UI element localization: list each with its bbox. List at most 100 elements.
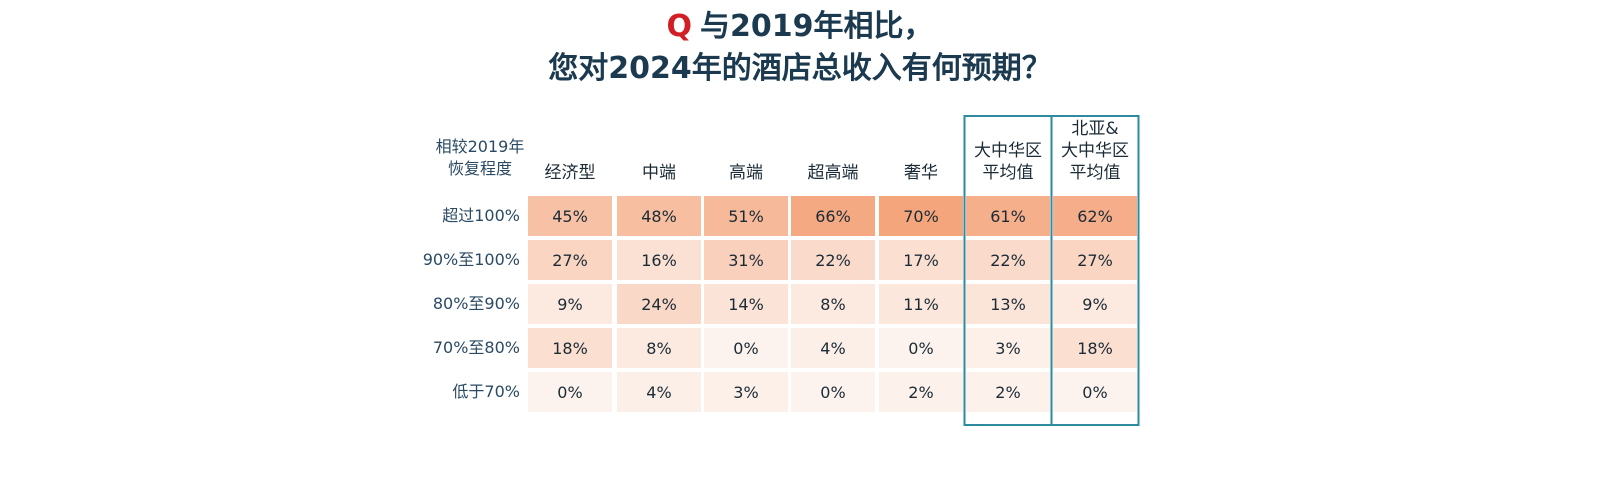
cell-value-label: 4% [820,339,845,358]
heatmap-cell [879,196,963,236]
cell-value-label: 70% [903,207,939,226]
cell-value-label: 51% [728,207,764,226]
highlight-column-border [1050,115,1140,426]
heatmap-cell [879,240,963,280]
cell-value-label: 66% [815,207,851,226]
cell-value-label: 22% [990,251,1026,270]
column-header-line: 平均值 [1069,163,1121,183]
heatmap-cell [791,240,875,280]
column-header-line: 中端 [642,163,676,183]
cell-value-label: 11% [903,295,939,314]
title-line-1: Q 与2019年相比， [0,6,1600,48]
cell-value-label: 8% [646,339,671,358]
row-label: 80%至90% [432,294,520,313]
row-label: 低于70% [452,382,520,401]
cell-value-label: 8% [820,295,845,314]
heatmap-cell [879,372,963,412]
column-header-line: 大中华区 [1061,141,1129,161]
cell-value-label: 45% [552,207,588,226]
heatmap-cell [528,240,612,280]
cell-value-label: 16% [641,251,677,270]
heatmap-cell [617,240,701,280]
heatmap-cell [704,240,788,280]
cell-value-label: 61% [990,207,1026,226]
heatmap-cell [704,328,788,368]
row-label: 超过100% [442,206,520,225]
column-header: 经济型 [528,162,612,184]
heatmap-cell [966,372,1050,412]
column-header: 奢华 [879,162,963,184]
cell-value-label: 0% [733,339,758,358]
chart-title: Q 与2019年相比， 您对2024年的酒店总收入有何预期？ [0,6,1600,90]
cell-value-label: 48% [641,207,677,226]
cell-value-label: 17% [903,251,939,270]
heatmap-cell [1053,240,1137,280]
heatmap-cell [617,328,701,368]
cell-value-label: 0% [820,383,845,402]
cell-value-label: 3% [995,339,1020,358]
column-header: 中端 [617,162,701,184]
heatmap-cell [528,196,612,236]
corner-label: 相较2019年 恢复程度 [420,136,540,180]
column-header: 高端 [704,162,788,184]
cell-value-label: 18% [552,339,588,358]
column-header: 大中华区 平均值 [966,140,1050,184]
cell-value-label: 0% [557,383,582,402]
heatmap-cell [966,328,1050,368]
heatmap-cell [617,284,701,324]
row-label: 70%至80% [432,338,520,357]
heatmap-cell [704,196,788,236]
column-header-line: 高端 [729,163,763,183]
column-header-line: 北亚& [1071,119,1119,139]
heatmap-cell [791,328,875,368]
heatmap-cell [966,284,1050,324]
heatmap-cell [528,372,612,412]
title-q-mark: Q [666,9,692,44]
cell-value-label: 22% [815,251,851,270]
heatmap-cell [879,284,963,324]
column-header-line: 大中华区 [974,141,1042,161]
cell-value-label: 2% [908,383,933,402]
cell-value-label: 13% [990,295,1026,314]
heatmap-cell [617,196,701,236]
cell-value-label: 4% [646,383,671,402]
cell-value-label: 27% [1077,251,1113,270]
cell-value-label: 62% [1077,207,1113,226]
heatmap-cell [1053,328,1137,368]
cell-value-label: 14% [728,295,764,314]
row-label: 90%至100% [422,250,520,269]
cell-value-label: 24% [641,295,677,314]
cell-value-label: 9% [1082,295,1107,314]
corner-label-line: 恢复程度 [447,159,512,178]
cell-value-label: 0% [908,339,933,358]
heatmap-cell [879,328,963,368]
heatmap-cell [704,284,788,324]
heatmap-cell [791,196,875,236]
heatmap-cell [528,328,612,368]
column-header-line: 超高端 [807,163,859,183]
cell-value-label: 3% [733,383,758,402]
cell-value-label: 18% [1077,339,1113,358]
cell-value-label: 0% [1082,383,1107,402]
cell-value-label: 27% [552,251,588,270]
column-header: 北亚& 大中华区 平均值 [1053,118,1137,184]
title-line-1-text: 与2019年相比， [700,9,934,44]
heatmap-cell [1053,196,1137,236]
column-header: 超高端 [791,162,875,184]
heatmap-cell [791,284,875,324]
title-line-2: 您对2024年的酒店总收入有何预期？ [548,51,1052,86]
heatmap-cell [966,240,1050,280]
heatmap-cell [966,196,1050,236]
column-header-line: 经济型 [544,163,596,183]
heatmap-cell [704,372,788,412]
column-header-line: 奢华 [904,163,938,183]
heatmap-cell [528,284,612,324]
heatmap-cell [1053,284,1137,324]
cell-value-label: 31% [728,251,764,270]
heatmap-cell [791,372,875,412]
cell-value-label: 9% [557,295,582,314]
column-header-line: 平均值 [982,163,1034,183]
heatmap-cell [617,372,701,412]
corner-label-line: 相较2019年 [435,137,525,156]
